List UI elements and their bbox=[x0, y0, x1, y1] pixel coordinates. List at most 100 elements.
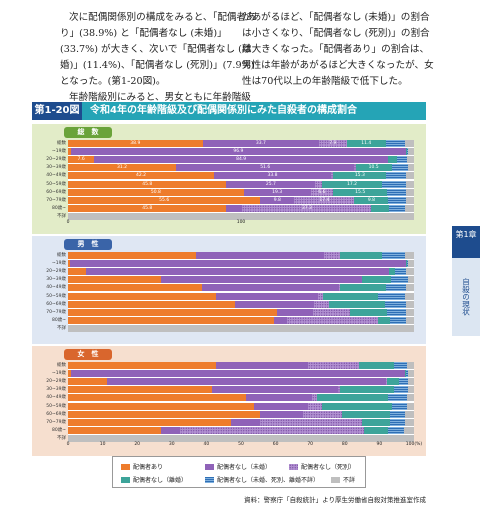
data-label: 6.6 bbox=[318, 189, 326, 195]
bar-segment bbox=[211, 386, 338, 394]
source-note: 資料：警察庁「自殺統計」より厚生労働省自殺対策推進室作成 bbox=[244, 496, 426, 504]
bar-segment bbox=[381, 180, 406, 188]
bar-segment bbox=[68, 378, 107, 386]
bar-segment bbox=[405, 370, 407, 378]
bar-segment bbox=[68, 426, 162, 434]
panel-male: 男 性 総数 ~19歳 20~29歳 30~39歳 40~49歳 50~59歳 60~69歳… bbox=[32, 236, 426, 344]
bar-segment: 38.9 bbox=[68, 140, 203, 147]
row-label: 70~79歳 bbox=[46, 197, 66, 203]
bar-segment: 17.2 bbox=[322, 180, 382, 188]
bar-segment bbox=[340, 284, 386, 292]
bar-row: 80歳~ bbox=[52, 426, 414, 434]
tick-label: 100 bbox=[236, 220, 246, 225]
bar-segment bbox=[377, 316, 391, 324]
tick-label: 20 bbox=[134, 442, 141, 447]
bar-segment: 15.3 bbox=[333, 172, 387, 180]
bar-segment bbox=[386, 172, 407, 180]
bar-segment bbox=[404, 418, 414, 426]
bar-segment bbox=[68, 300, 236, 308]
legend-item: 配偶者なし（未婚） bbox=[205, 462, 271, 471]
legend: 配偶者あり 配偶者なし（未婚） 配偶者なし（死別） 配偶者なし（離婚） 配偶者な… bbox=[112, 456, 366, 488]
data-label: 37.3 bbox=[301, 205, 312, 211]
bar-segment bbox=[313, 308, 350, 316]
row-label: 80歳~ bbox=[52, 205, 66, 211]
bar-segment bbox=[69, 260, 407, 268]
paragraph: があがるほど、「配偶者なし (未婚)」の割合は小さくなり、「配偶者なし (死別)… bbox=[242, 12, 434, 87]
bar-segment bbox=[407, 402, 414, 410]
bar-segment bbox=[68, 370, 72, 378]
data-label: 42.2 bbox=[135, 173, 147, 179]
bar-segment bbox=[381, 252, 405, 259]
data-label: 11.4 bbox=[361, 141, 372, 146]
bar-row: 80歳~ 45.8 37.3 bbox=[52, 204, 414, 212]
bar-segment bbox=[68, 276, 162, 284]
bar-segment bbox=[406, 394, 414, 402]
legend-swatch bbox=[289, 463, 298, 470]
bar-segment bbox=[391, 164, 408, 172]
bar-segment: 11.4 bbox=[346, 140, 386, 147]
bar-segment bbox=[405, 180, 414, 188]
bar-segment bbox=[68, 260, 70, 268]
tick-label: 60 bbox=[272, 442, 279, 447]
section-tab[interactable]: 自殺の現状 bbox=[452, 258, 480, 336]
bar-row: 40~49歳 bbox=[46, 284, 414, 292]
bar-row: 60~69歳 bbox=[46, 300, 414, 308]
bar-segment bbox=[322, 402, 392, 410]
data-label: 33.8 bbox=[267, 173, 278, 179]
row-label: 60~69歳 bbox=[46, 301, 66, 307]
bar-segment bbox=[406, 148, 407, 156]
body-text-left: 次に配偶関係別の構成をみると、「配偶者あり」(38.9%) と「配偶者なし (未… bbox=[60, 10, 260, 106]
bar-segment bbox=[390, 316, 406, 324]
tick-label: 50 bbox=[238, 442, 244, 447]
bar-segment: 37.3 bbox=[242, 204, 372, 212]
bar-segment bbox=[303, 410, 342, 418]
bar-segment bbox=[389, 268, 396, 276]
bar-segment bbox=[68, 394, 246, 402]
bar-segment: 84.9 bbox=[94, 156, 389, 164]
bar-segment bbox=[363, 426, 388, 434]
bar-segment bbox=[68, 410, 261, 418]
bar-segment: 33.8 bbox=[214, 172, 331, 180]
bar-segment: 7.6 bbox=[68, 156, 95, 164]
bar-segment bbox=[378, 292, 405, 300]
bar-segment: 51.6 bbox=[175, 164, 355, 172]
tick-label: 70 bbox=[307, 442, 314, 447]
bar-segment bbox=[339, 386, 394, 394]
bar-segment bbox=[245, 394, 313, 402]
data-label: 84.9 bbox=[236, 157, 247, 163]
data-label: 33.7 bbox=[255, 141, 266, 146]
bar-segment bbox=[404, 292, 414, 300]
bar-segment: 9.8 bbox=[354, 196, 389, 204]
bar-segment bbox=[386, 378, 387, 386]
bar-segment bbox=[404, 426, 414, 434]
x-axis-total: 0 100 bbox=[67, 220, 414, 230]
panel-total: 総 数 総数 38.9 33.7 7.9 11.4 ~19歳 96.9 20~29歳 7.6 84… bbox=[32, 124, 426, 234]
row-label: 70~79歳 bbox=[46, 309, 66, 315]
bar-row: 総数 38.9 33.7 7.9 11.4 bbox=[57, 140, 414, 147]
bar-segment bbox=[385, 300, 407, 308]
tick-label: 90 bbox=[376, 442, 383, 447]
row-label: 不詳 bbox=[57, 435, 66, 441]
bar-segment bbox=[397, 156, 408, 164]
bar-segment bbox=[399, 378, 408, 386]
bar-segment bbox=[260, 418, 363, 426]
data-label: 50.8 bbox=[150, 189, 161, 195]
bar-segment bbox=[161, 426, 181, 434]
data-label: 17.4 bbox=[319, 197, 330, 203]
legend-swatch bbox=[331, 476, 340, 483]
row-label: 60~69歳 bbox=[46, 411, 66, 417]
plot-male: 総数 ~19歳 20~29歳 30~39歳 40~49歳 50~59歳 60~69歳 70~7… bbox=[46, 252, 414, 332]
bar-row: 70~79歳 bbox=[46, 418, 414, 426]
data-label: 45.8 bbox=[142, 205, 153, 211]
bar-segment bbox=[68, 308, 277, 316]
row-label: 40~49歳 bbox=[46, 395, 66, 401]
bar-row: 50~59歳 45.8 25.7 17.2 bbox=[46, 180, 414, 188]
bar-segment bbox=[330, 172, 334, 180]
bar-segment bbox=[386, 188, 406, 196]
bar-segment bbox=[387, 378, 400, 386]
bar-row: 50~59歳 bbox=[46, 292, 414, 300]
bar-segment bbox=[362, 276, 391, 284]
bar-row: 70~79歳 55.6 9.8 17.4 9.8 bbox=[46, 196, 414, 204]
chapter-tab[interactable]: 第1章 bbox=[452, 226, 480, 258]
figure-header: 第1-20図 令和4年の年齢階級及び配偶関係別にみた自殺者の構成割合 bbox=[32, 102, 426, 120]
